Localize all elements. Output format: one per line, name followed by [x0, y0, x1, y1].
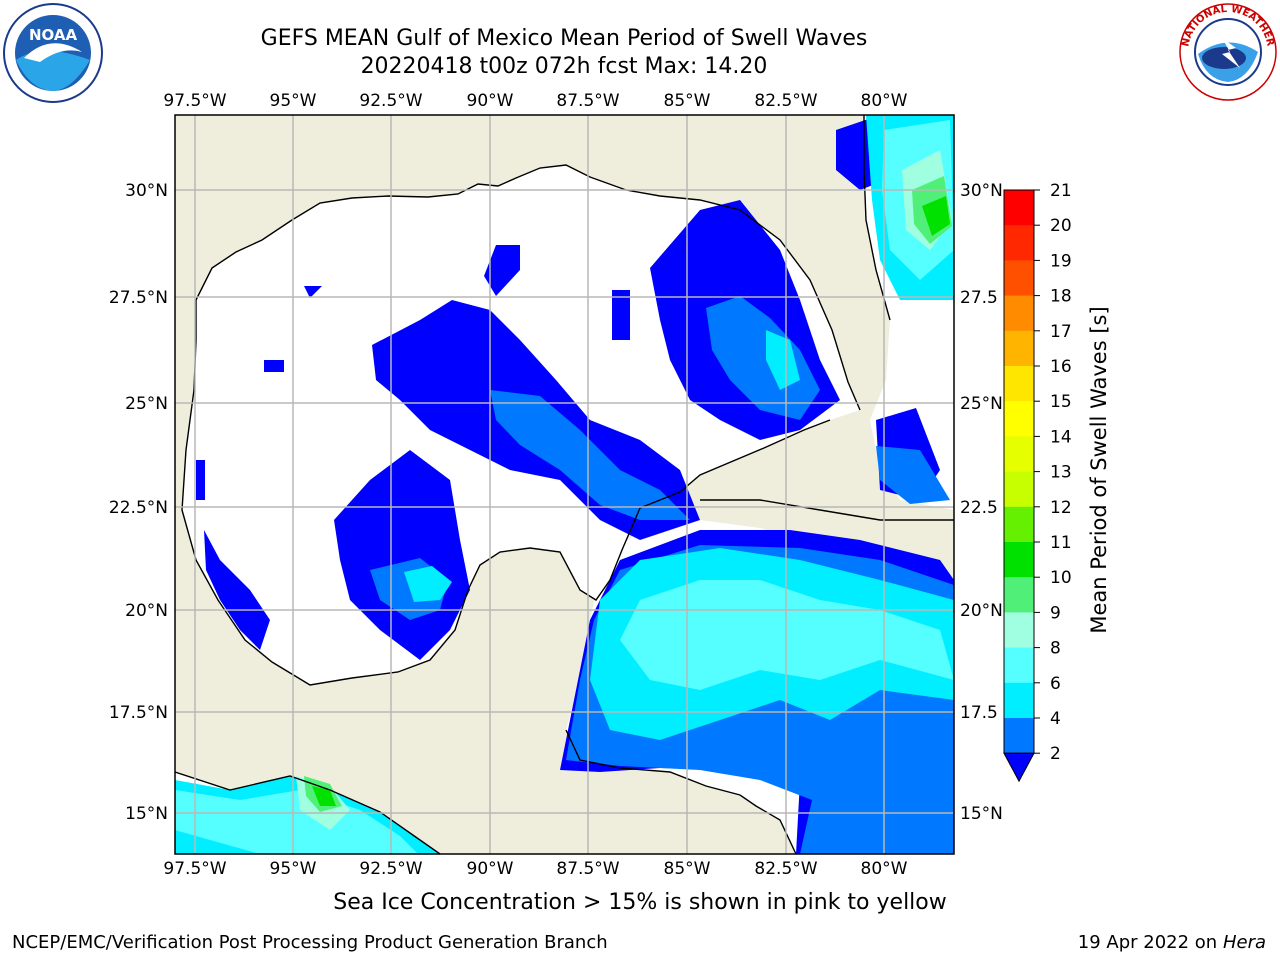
- colorbar-level-4-6: [1004, 682, 1034, 719]
- map-frame: [174, 114, 955, 855]
- colorbar-level-2-4: [1004, 718, 1034, 754]
- lon-tick-label: 80°W: [861, 91, 908, 111]
- colorbar-level-12-13: [1004, 471, 1034, 508]
- lon-tick-label: 95°W: [270, 91, 317, 111]
- lon-tick-label: 82.5°W: [754, 91, 817, 111]
- lat-tick-label: 30°N: [960, 181, 1003, 201]
- chart-subtitle: 20220418 t00z 072h fcst Max: 14.20: [360, 54, 768, 79]
- swell-shading-bright-green: [312, 196, 950, 806]
- lon-tick-label: 90°W: [467, 859, 514, 879]
- colorbar-tick-label: 13: [1050, 463, 1072, 483]
- colorbar-tick-label: 15: [1050, 392, 1072, 412]
- footer-date-text: 19 Apr 2022 on: [1077, 932, 1223, 953]
- lon-tick-label: 87.5°W: [556, 91, 619, 111]
- colorbar-tick-label: 4: [1050, 709, 1061, 729]
- colorbar-tick-label: 6: [1050, 674, 1061, 694]
- colorbar-label: Mean Period of Swell Waves [s]: [1087, 306, 1111, 633]
- lon-tick-label: 92.5°W: [359, 91, 422, 111]
- colorbar-level-9-10: [1004, 577, 1034, 613]
- lat-tick-label: 20°N: [125, 601, 168, 621]
- lon-tick-label: 85°W: [664, 859, 711, 879]
- lat-tick-label: 27.5: [960, 288, 998, 308]
- colorbar-level-19-20: [1004, 225, 1034, 261]
- colorbar-level-16-17: [1004, 330, 1034, 367]
- colorbar-level-17-18: [1004, 295, 1034, 332]
- lat-ticks-right: 30°N 27.5 25°N 22.5 20°N 17.5 15°N: [960, 181, 1003, 824]
- lat-tick-label: 15°N: [960, 804, 1003, 824]
- lon-tick-label: 92.5°W: [359, 859, 422, 879]
- footer-host: Hera: [1222, 932, 1266, 953]
- lon-tick-label: 90°W: [467, 91, 514, 111]
- colorbar-level-6-8: [1004, 647, 1034, 684]
- lon-tick-label: 80°W: [861, 859, 908, 879]
- colorbar-level-14-15: [1004, 401, 1034, 437]
- colorbar-level-10-11: [1004, 542, 1034, 578]
- colorbar-tick-label: 19: [1050, 251, 1072, 271]
- colorbar-level-11-12: [1004, 506, 1034, 543]
- lat-tick-label: 30°N: [125, 181, 168, 201]
- lon-tick-label: 97.5°W: [163, 859, 226, 879]
- lat-tick-label: 17.5: [960, 703, 998, 723]
- colorbar-tick-label: 2: [1050, 744, 1061, 764]
- footer-date: 19 Apr 2022 on Hera: [1078, 932, 1266, 953]
- lat-tick-label: 27.5°N: [109, 288, 168, 308]
- colorbar-level-13-14: [1004, 436, 1034, 473]
- colorbar-tick-label: 11: [1050, 533, 1072, 553]
- colorbar-extend-low: [1003, 752, 1035, 783]
- lon-tick-label: 97.5°W: [163, 91, 226, 111]
- lat-tick-label: 25°N: [125, 394, 168, 414]
- nws-logo-icon: NATIONAL WEATHER SERVICE: [1178, 2, 1277, 101]
- colorbar-tick-label: 20: [1050, 216, 1072, 236]
- noaa-logo-icon: NOAA: [3, 3, 103, 103]
- colorbar-tick-label: 8: [1050, 639, 1061, 659]
- lat-ticks-left: 30°N 27.5°N 25°N 22.5°N 20°N 17.5°N 15°N: [109, 181, 168, 824]
- colorbar-level-18-19: [1004, 260, 1034, 297]
- colorbar-level-15-16: [1004, 366, 1034, 402]
- colorbar-ticks: 21 20 19 18 17 16 15 14 13 12 11 10 9 8 6 4 2: [1034, 181, 1072, 764]
- footer-credit: NCEP/EMC/Verification Post Processing Pr…: [12, 932, 608, 953]
- colorbar-level-20-21: [1004, 190, 1034, 226]
- colorbar-tick-label: 17: [1050, 322, 1072, 342]
- lon-tick-label: 85°W: [664, 91, 711, 111]
- lon-tick-label: 95°W: [270, 859, 317, 879]
- sea-ice-note: Sea Ice Concentration > 15% is shown in …: [333, 890, 947, 915]
- graticule: [175, 115, 954, 854]
- lat-tick-label: 15°N: [125, 804, 168, 824]
- lon-tick-label: 87.5°W: [556, 859, 619, 879]
- colorbar-tick-label: 12: [1050, 498, 1072, 518]
- lon-ticks-bottom: 97.5°W 95°W 92.5°W 90°W 87.5°W 85°W 82.5…: [163, 859, 907, 879]
- lat-tick-label: 22.5°N: [109, 498, 168, 518]
- colorbar-tick-label: 9: [1050, 603, 1061, 623]
- colorbar-tick-label: 10: [1050, 568, 1072, 588]
- chart-title: GEFS MEAN Gulf of Mexico Mean Period of …: [260, 26, 868, 51]
- colorbar: [1003, 189, 1035, 783]
- lat-tick-label: 25°N: [960, 394, 1003, 414]
- lat-tick-label: 20°N: [960, 601, 1003, 621]
- colorbar-level-8-9: [1004, 612, 1034, 649]
- colorbar-tick-label: 14: [1050, 427, 1072, 447]
- lon-ticks-top: 97.5°W 95°W 92.5°W 90°W 87.5°W 85°W 82.5…: [163, 91, 907, 111]
- coastline: [175, 115, 954, 854]
- colorbar-tick-label: 18: [1050, 287, 1072, 307]
- lon-tick-label: 82.5°W: [754, 859, 817, 879]
- lat-tick-label: 17.5°N: [109, 703, 168, 723]
- colorbar-tick-label: 16: [1050, 357, 1072, 377]
- colorbar-tick-label: 21: [1050, 181, 1072, 201]
- lat-tick-label: 22.5: [960, 498, 998, 518]
- noaa-logo-text: NOAA: [29, 26, 78, 44]
